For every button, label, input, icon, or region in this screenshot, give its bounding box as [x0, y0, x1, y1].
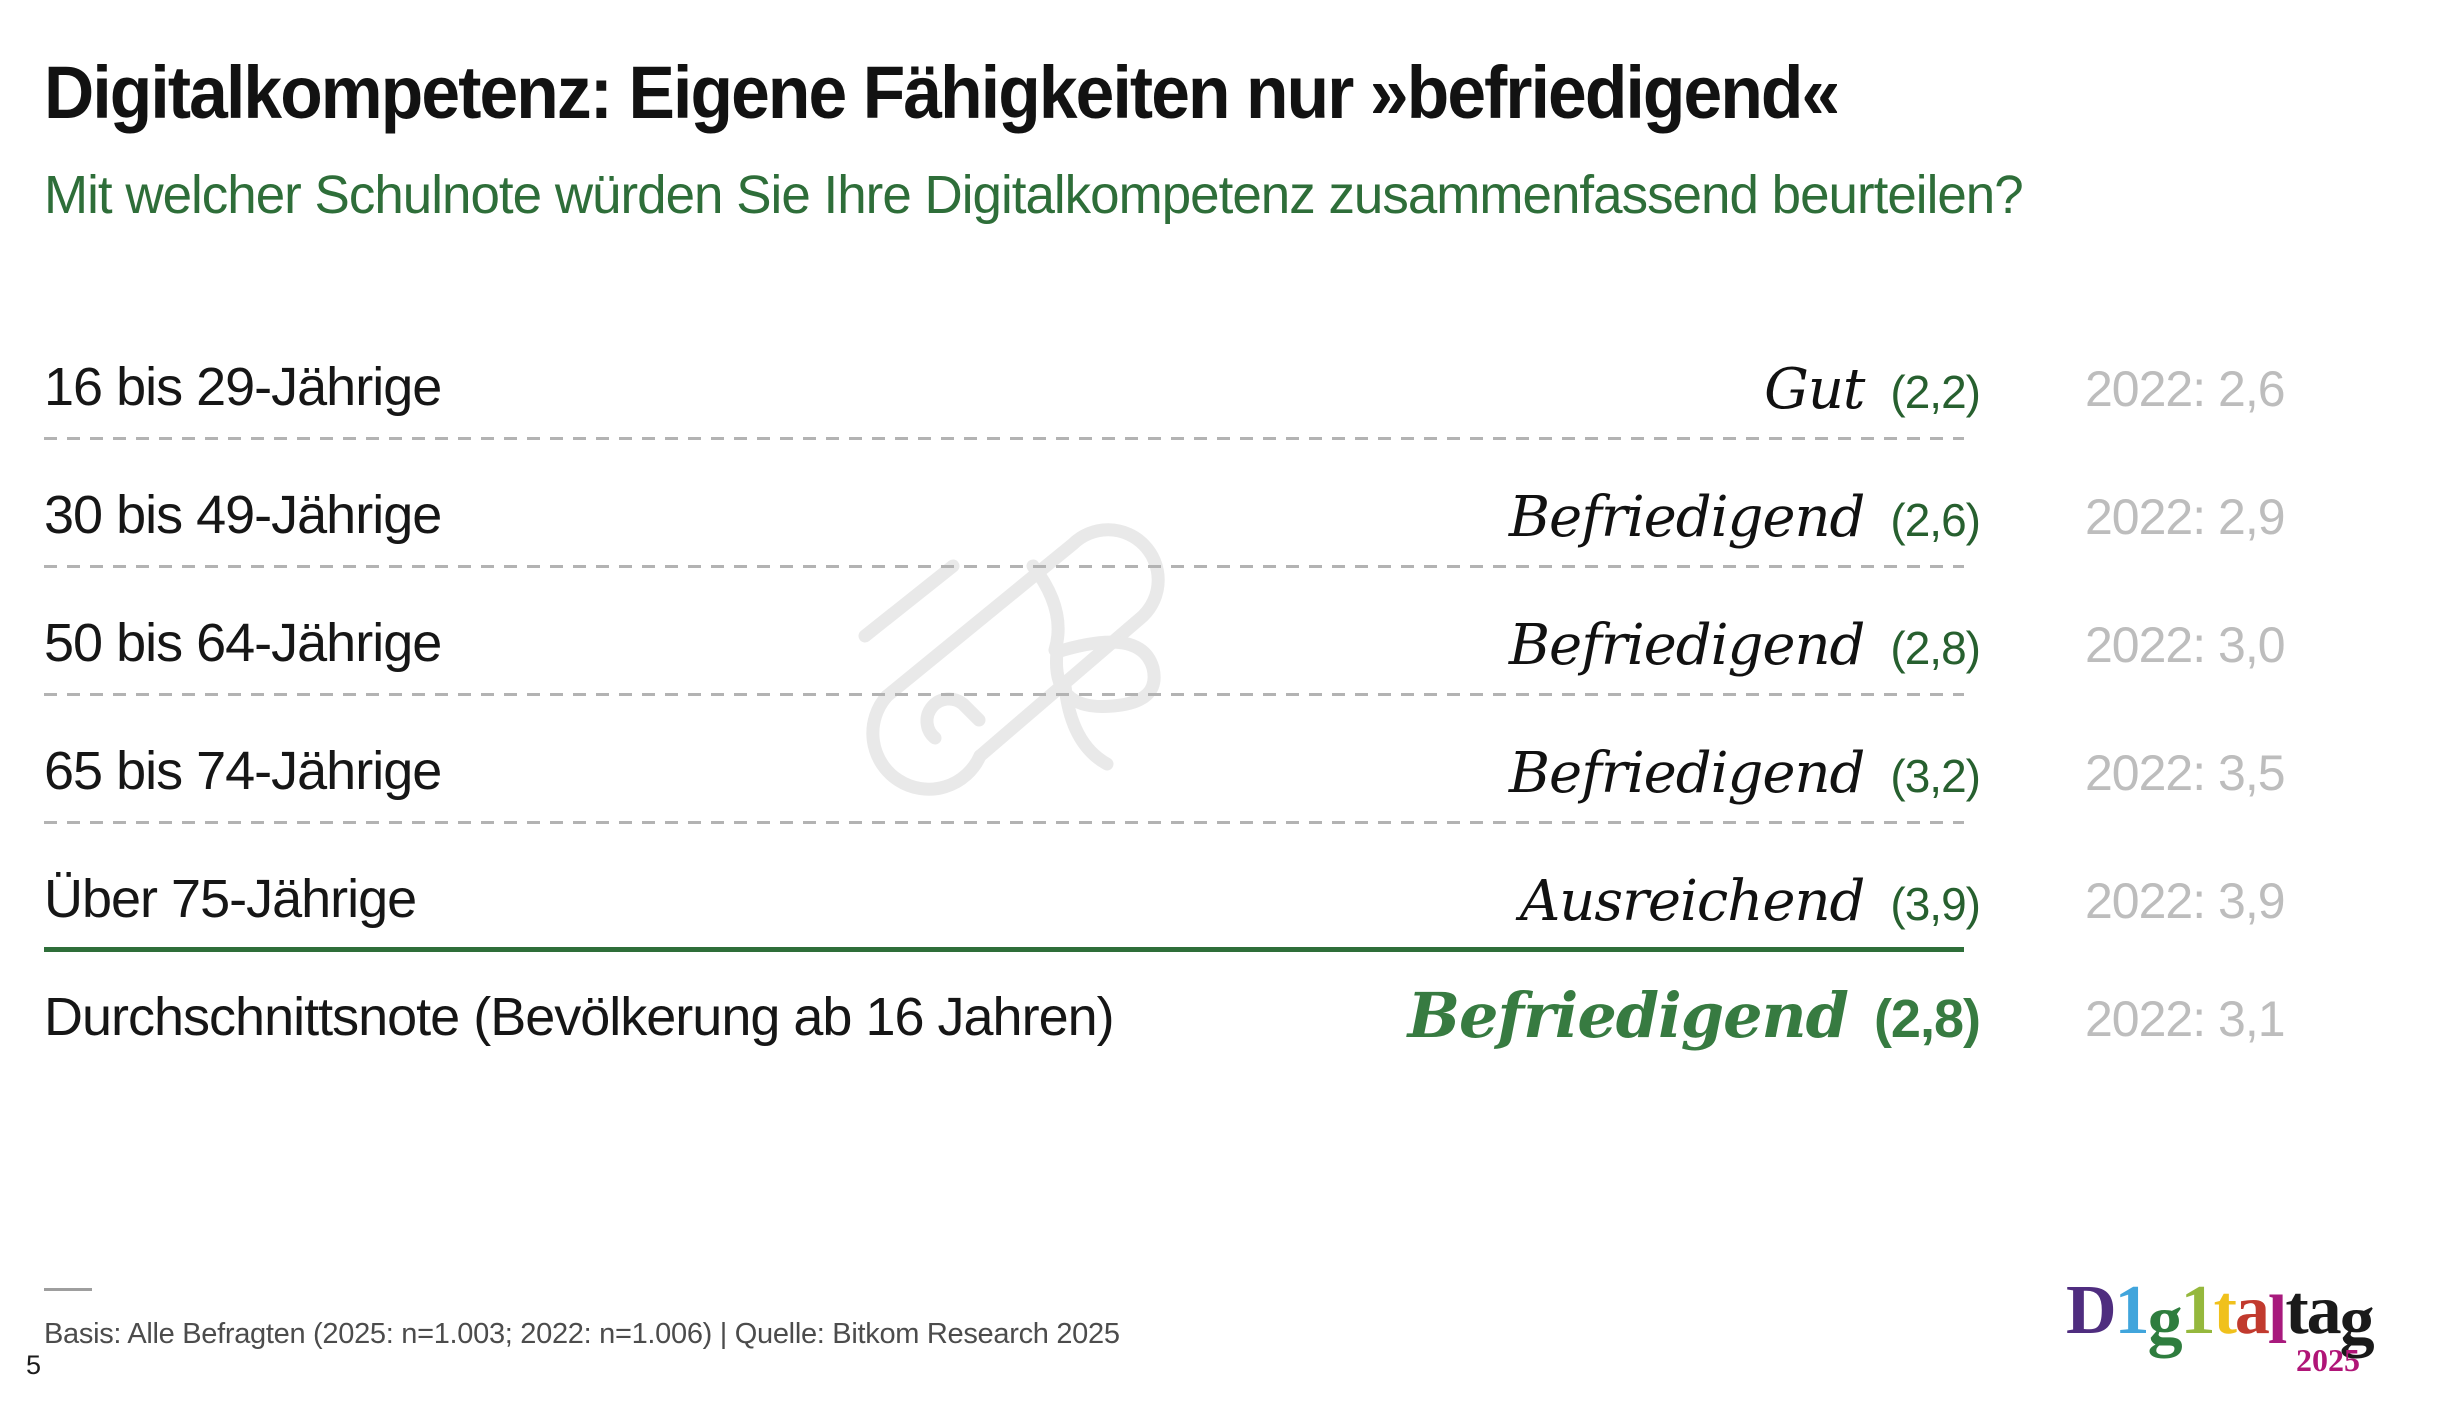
previous-year-score: 2022: 3,1 [2085, 991, 2286, 1047]
grade-value: Befriedigend (3,2) [1508, 741, 1981, 806]
dashed-divider [44, 821, 1964, 824]
grade-value: Befriedigend (2,6) [1508, 485, 1981, 550]
grade-value: Befriedigend (2,8) [1407, 979, 1981, 1052]
grade-word: Gut [1764, 357, 1865, 422]
grade-score: (2,6) [1890, 494, 1981, 546]
table-row: Durchschnittsnote (Bevölkerung ab 16 Jah… [44, 952, 2314, 1074]
age-group-label: Durchschnittsnote (Bevölkerung ab 16 Jah… [44, 987, 1115, 1047]
logo-letter: a [2306, 1272, 2342, 1349]
grade-word: Befriedigend [1508, 741, 1865, 806]
logo-letter: t [2285, 1272, 2308, 1349]
grade-score: (3,2) [1890, 750, 1981, 802]
dashed-divider [44, 693, 1964, 696]
age-group-label: 30 bis 49-Jährige [44, 485, 442, 545]
grade-word: Befriedigend [1508, 485, 1865, 550]
grade-word: Befriedigend [1407, 979, 1849, 1052]
grade-word: Befriedigend [1508, 613, 1865, 678]
dashed-divider [44, 565, 1964, 568]
grade-value: Ausreichend (3,9) [1519, 869, 1981, 934]
age-group-label: 50 bis 64-Jährige [44, 613, 442, 673]
grade-score: (2,8) [1873, 989, 1981, 1049]
grade-score: (3,9) [1890, 878, 1981, 930]
logo-letter: t [2213, 1272, 2237, 1349]
table-row: Über 75-Jährige Ausreichend (3,9) 2022: 3,9 [44, 824, 2314, 952]
grade-score: (2,2) [1890, 366, 1981, 418]
logo-letter: 1 [2114, 1272, 2150, 1349]
digitaltag-wordmark: D1g1taltag [2066, 1272, 2418, 1356]
previous-year-score: 2022: 3,0 [2085, 617, 2286, 673]
logo-letter: D [2066, 1272, 2117, 1349]
logo-letter: g [2339, 1282, 2375, 1359]
table-row: 50 bis 64-Jährige Befriedigend (2,8) 2022: … [44, 568, 2314, 696]
previous-year-score: 2022: 2,9 [2085, 489, 2286, 545]
source-note: Basis: Alle Befragten (2025: n=1.003; 20… [44, 1318, 1120, 1350]
table-row: 16 bis 29-Jährige Gut (2,2) 2022: 2,6 [44, 312, 2314, 440]
dashed-divider [44, 437, 1964, 440]
grade-value: Befriedigend (2,8) [1508, 613, 1981, 678]
solid-green-divider [44, 947, 1964, 952]
footer-rule [44, 1288, 92, 1291]
logo-letter: l [2267, 1282, 2288, 1359]
results-table: 16 bis 29-Jährige Gut (2,2) 2022: 2,6 30 bis… [44, 312, 2314, 1074]
page-title: Digitalkompetenz: Eigene Fähigkeiten nur… [44, 51, 1840, 134]
previous-year-score: 2022: 2,6 [2085, 361, 2286, 417]
grade-word: Ausreichend [1519, 869, 1866, 934]
previous-year-score: 2022: 3,9 [2085, 873, 2286, 929]
survey-question-subtitle: Mit welcher Schulnote würden Sie Ihre Di… [44, 165, 2024, 225]
age-group-label: 16 bis 29-Jährige [44, 357, 442, 417]
grade-value: Gut (2,2) [1764, 357, 1981, 422]
logo-letter: 1 [2180, 1272, 2216, 1349]
age-group-label: Über 75-Jährige [44, 869, 417, 929]
logo-letter: a [2234, 1272, 2270, 1349]
digitaltag-logo: D1g1taltag 2025 [2066, 1276, 2418, 1396]
grade-score: (2,8) [1890, 622, 1981, 674]
table-row: 30 bis 49-Jährige Befriedigend (2,6) 2022: … [44, 440, 2314, 568]
table-row: 65 bis 74-Jährige Befriedigend (3,2) 2022: … [44, 696, 2314, 824]
page-number: 5 [26, 1350, 42, 1380]
age-group-label: 65 bis 74-Jährige [44, 741, 442, 801]
previous-year-score: 2022: 3,5 [2085, 745, 2286, 801]
logo-letter: g [2147, 1282, 2183, 1359]
digitaltag-year: 2025 [2296, 1342, 2360, 1378]
